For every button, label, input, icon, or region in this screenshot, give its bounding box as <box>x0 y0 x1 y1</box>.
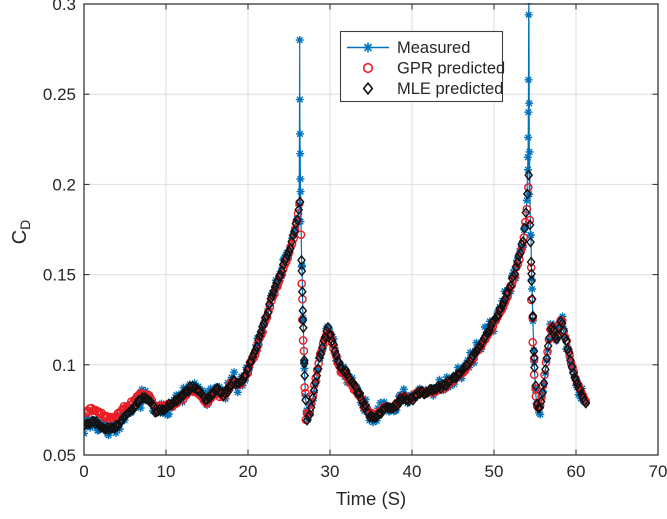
x-tick-label: 20 <box>239 462 258 481</box>
y-tick-label: 0.1 <box>52 356 76 375</box>
legend: Measured GPR predicted MLE predicted <box>339 30 505 103</box>
asterisk-icon <box>363 42 373 53</box>
x-tick-label: 40 <box>403 462 422 481</box>
x-tick-label: 50 <box>485 462 504 481</box>
y-axis-label: CD <box>9 220 33 245</box>
circle-icon <box>362 62 374 74</box>
x-tick-label: 30 <box>321 462 340 481</box>
legend-entry-measured: Measured <box>347 39 470 57</box>
tick-labels: 0 10 20 30 40 50 60 70 0.05 0.1 0.15 0.2 0.25 0.3 <box>43 0 667 481</box>
x-axis-label: Time (S) <box>336 488 406 509</box>
y-tick-label: 0.3 <box>52 0 76 14</box>
y-tick-label: 0.05 <box>43 446 76 465</box>
diamond-icon <box>362 81 374 96</box>
legend-entry-gpr-predicted: GPR predicted <box>362 60 505 78</box>
plot-border <box>83 3 659 456</box>
y-tick-label: 0.15 <box>43 266 76 285</box>
x-tick-label: 10 <box>157 462 176 481</box>
legend-label: GPR predicted <box>397 60 505 78</box>
x-tick-label: 70 <box>649 462 667 481</box>
x-tick-label: 0 <box>79 462 88 481</box>
tick-marks <box>83 3 659 456</box>
y-tick-label: 0.25 <box>43 85 76 104</box>
axes <box>83 3 659 456</box>
legend-label: MLE predicted <box>397 80 503 98</box>
y-tick-label: 0.2 <box>52 175 76 194</box>
x-tick-label: 60 <box>567 462 586 481</box>
legend-entry-mle-predicted: MLE predicted <box>362 80 503 98</box>
legend-label: Measured <box>397 39 470 57</box>
